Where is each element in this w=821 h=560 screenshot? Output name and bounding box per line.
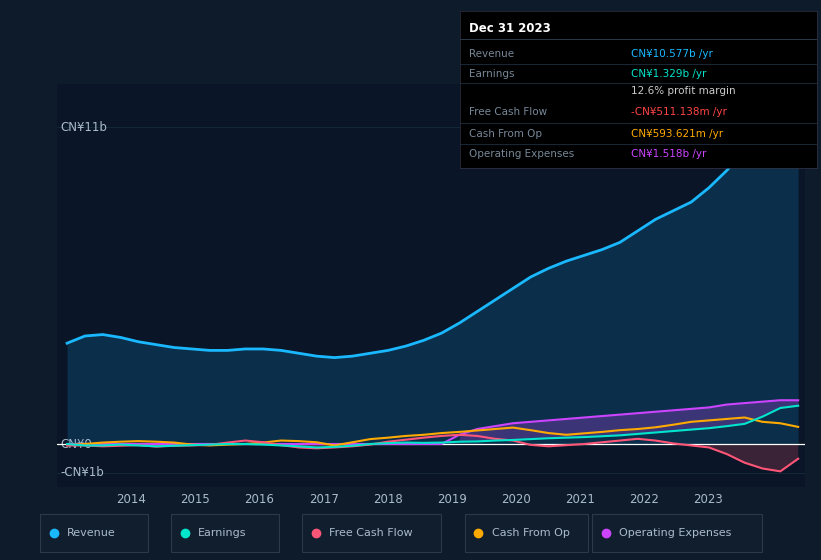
Text: CN¥0: CN¥0 bbox=[61, 437, 93, 450]
Text: -CN¥1b: -CN¥1b bbox=[61, 466, 104, 479]
FancyBboxPatch shape bbox=[592, 514, 762, 552]
Text: CN¥11b: CN¥11b bbox=[61, 121, 108, 134]
FancyBboxPatch shape bbox=[40, 514, 148, 552]
FancyBboxPatch shape bbox=[465, 514, 588, 552]
Text: CN¥1.518b /yr: CN¥1.518b /yr bbox=[631, 149, 707, 159]
Text: Dec 31 2023: Dec 31 2023 bbox=[469, 22, 550, 35]
Text: CN¥10.577b /yr: CN¥10.577b /yr bbox=[631, 49, 713, 59]
FancyBboxPatch shape bbox=[172, 514, 279, 552]
Text: Operating Expenses: Operating Expenses bbox=[619, 529, 732, 538]
Text: Cash From Op: Cash From Op bbox=[469, 128, 542, 138]
Text: -CN¥511.138m /yr: -CN¥511.138m /yr bbox=[631, 106, 727, 116]
Text: Free Cash Flow: Free Cash Flow bbox=[469, 106, 547, 116]
Text: Earnings: Earnings bbox=[469, 69, 514, 79]
Text: CN¥1.329b /yr: CN¥1.329b /yr bbox=[631, 69, 707, 79]
Text: Earnings: Earnings bbox=[199, 529, 247, 538]
Text: Cash From Op: Cash From Op bbox=[492, 529, 570, 538]
Text: Revenue: Revenue bbox=[67, 529, 116, 538]
Text: Free Cash Flow: Free Cash Flow bbox=[329, 529, 413, 538]
Text: Revenue: Revenue bbox=[469, 49, 514, 59]
Text: CN¥593.621m /yr: CN¥593.621m /yr bbox=[631, 128, 723, 138]
Text: 12.6% profit margin: 12.6% profit margin bbox=[631, 86, 736, 96]
FancyBboxPatch shape bbox=[302, 514, 442, 552]
Text: Operating Expenses: Operating Expenses bbox=[469, 149, 574, 159]
